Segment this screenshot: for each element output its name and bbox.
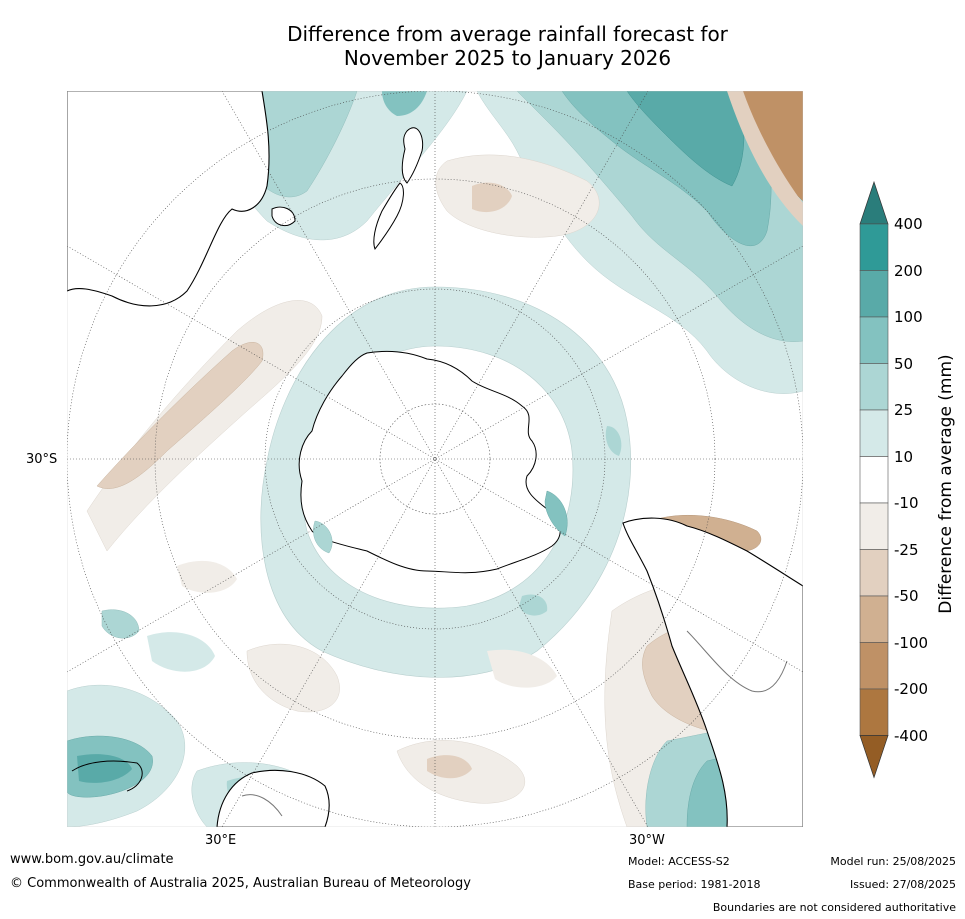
colorbar-tick-label: -10 (894, 494, 919, 512)
colorbar-segment (859, 223, 889, 271)
colorbar-tick-label: 200 (894, 261, 923, 280)
anomaly-patch-mid-dry (177, 560, 237, 593)
anomaly-region-ne-dry-edge (727, 91, 803, 226)
colorbar-tick-label: -400 (894, 726, 929, 745)
anomaly-region-sw-dry (246, 643, 340, 713)
coastline-tasmania (271, 206, 296, 227)
colorbar-extend-top (859, 180, 889, 225)
boundary-lines-sa (686, 630, 788, 693)
title-line-1: Difference from average rainfall forecas… (287, 22, 728, 46)
colorbar-segment (859, 456, 889, 504)
chart-title: Difference from average rainfall forecas… (150, 22, 865, 70)
footer-url-link[interactable]: www.bom.gov.au/climate (10, 852, 174, 867)
coastline-australia (67, 91, 270, 307)
colorbar-segment (859, 502, 889, 550)
anomaly-patch-wedell (544, 490, 568, 537)
anomaly-region-nw-100 (382, 91, 427, 116)
colorbar-segment (859, 316, 889, 364)
colorbar-tick-label: 100 (894, 308, 923, 326)
colorbar-segment (859, 363, 889, 411)
colorbar-tick-label: 10 (894, 447, 914, 466)
anomaly-patch-pacific-dry2 (472, 182, 512, 213)
colorbar-tick-label: -200 (894, 680, 929, 698)
lon-label-30w: 30°W (629, 833, 665, 848)
colorbar-tick-label: 400 (894, 215, 923, 233)
colorbar-segment (859, 688, 889, 736)
coastline-south-america (622, 517, 803, 827)
anomaly-patch-atlantic-dry (487, 649, 557, 688)
colorbar-tick-label: 25 (894, 401, 914, 419)
graticule (67, 91, 803, 827)
colorbar-segment (859, 549, 889, 597)
colorbar-label: Difference from average (mm) (936, 354, 956, 614)
colorbar-tick-label: -50 (894, 587, 919, 605)
lat-label-30s: 30°S (26, 452, 58, 467)
colorbar-segment (859, 595, 889, 643)
colorbar-segment (859, 409, 889, 457)
colorbar-segment (859, 642, 889, 690)
footer-issued: Issued: 27/08/2025 (849, 878, 956, 891)
colorbar-tick-label: -25 (894, 540, 919, 559)
colorbar-extend-bottom (859, 735, 889, 779)
rainfall-anomaly-map (67, 91, 803, 827)
anomaly-patch-pacific-dry (435, 154, 600, 238)
boundary-lines-africa (241, 794, 283, 817)
footer-copyright: © Commonwealth of Australia 2025, Austra… (10, 876, 471, 891)
coastline-south-africa (216, 769, 330, 827)
colorbar-segment (859, 270, 889, 318)
anomaly-patch-east-wet (519, 594, 548, 616)
footer-disclaimer: Boundaries are not considered authoritat… (712, 901, 956, 914)
colorbar-tick-label: 50 (894, 354, 914, 373)
anomaly-band-indian-dry (86, 300, 323, 552)
anomaly-patch-west-wet2 (147, 632, 215, 672)
anomaly-patch-south-pacific-dry2 (427, 755, 472, 779)
coastline-nz-south (373, 182, 404, 251)
anomaly-patch-east-ant (313, 520, 333, 554)
title-line-2: November 2025 to January 2026 (343, 46, 672, 70)
lon-label-30e: 30°E (205, 833, 237, 848)
coastline-nz-north (401, 127, 424, 184)
pole-hole (379, 403, 491, 515)
anomaly-band-indian-dry2 (96, 342, 264, 489)
colorbar-tick-label: -100 (894, 633, 929, 652)
footer-model: Model: ACCESS-S2 (628, 855, 730, 868)
footer-model-run: Model run: 25/08/2025 (830, 855, 956, 868)
colorbar (859, 180, 889, 779)
coastline-madagascar-region (71, 760, 143, 792)
anomaly-patch-ross (605, 426, 622, 456)
anomaly-patch-west-wet (101, 609, 140, 639)
footer-base-period: Base period: 1981-2018 (628, 878, 761, 891)
